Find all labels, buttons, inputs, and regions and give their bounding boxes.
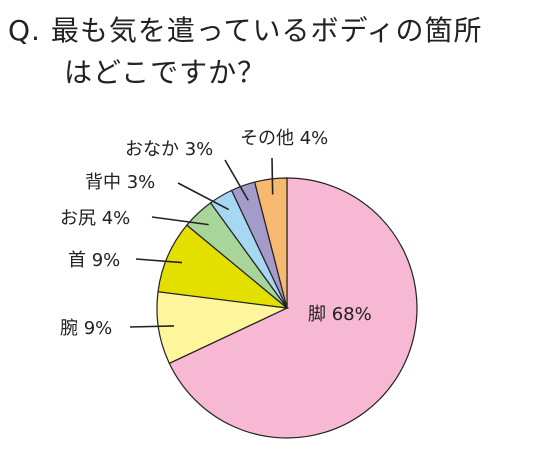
chart-title: Q. 最も気を遣っているボディの箇所 はどこですか？ <box>8 10 533 94</box>
leader-line-6 <box>271 157 274 195</box>
leader-line-3 <box>151 216 209 226</box>
slice-label-5: おなか 3% <box>125 139 213 160</box>
slice-label-0: 脚 68% <box>308 304 372 325</box>
slice-label-3: お尻 4% <box>60 208 130 229</box>
slice-label-1: 腕 9% <box>60 318 112 339</box>
slice-label-4: 背中 3% <box>85 172 155 193</box>
chart-title-line-2: はどこですか？ <box>64 56 267 89</box>
leader-lines <box>129 157 274 328</box>
slice-label-6: その他 4% <box>240 128 328 149</box>
chart-title-line-1: Q. 最も気を遣っているボディの箇所 <box>8 14 483 47</box>
slice-labels: 脚 68% 腕 9% 首 9% お尻 4% 背中 3% おなか 3% その他 4% <box>60 128 372 339</box>
leader-line-2 <box>135 258 183 264</box>
pie-slice-6 <box>253 177 288 309</box>
leader-line-1 <box>129 325 175 328</box>
slice-label-2: 首 9% <box>68 250 120 271</box>
pie-slices <box>156 177 418 439</box>
leader-line-5 <box>224 159 249 201</box>
leader-line-4 <box>177 182 230 211</box>
pie-slice-0 <box>168 177 418 439</box>
